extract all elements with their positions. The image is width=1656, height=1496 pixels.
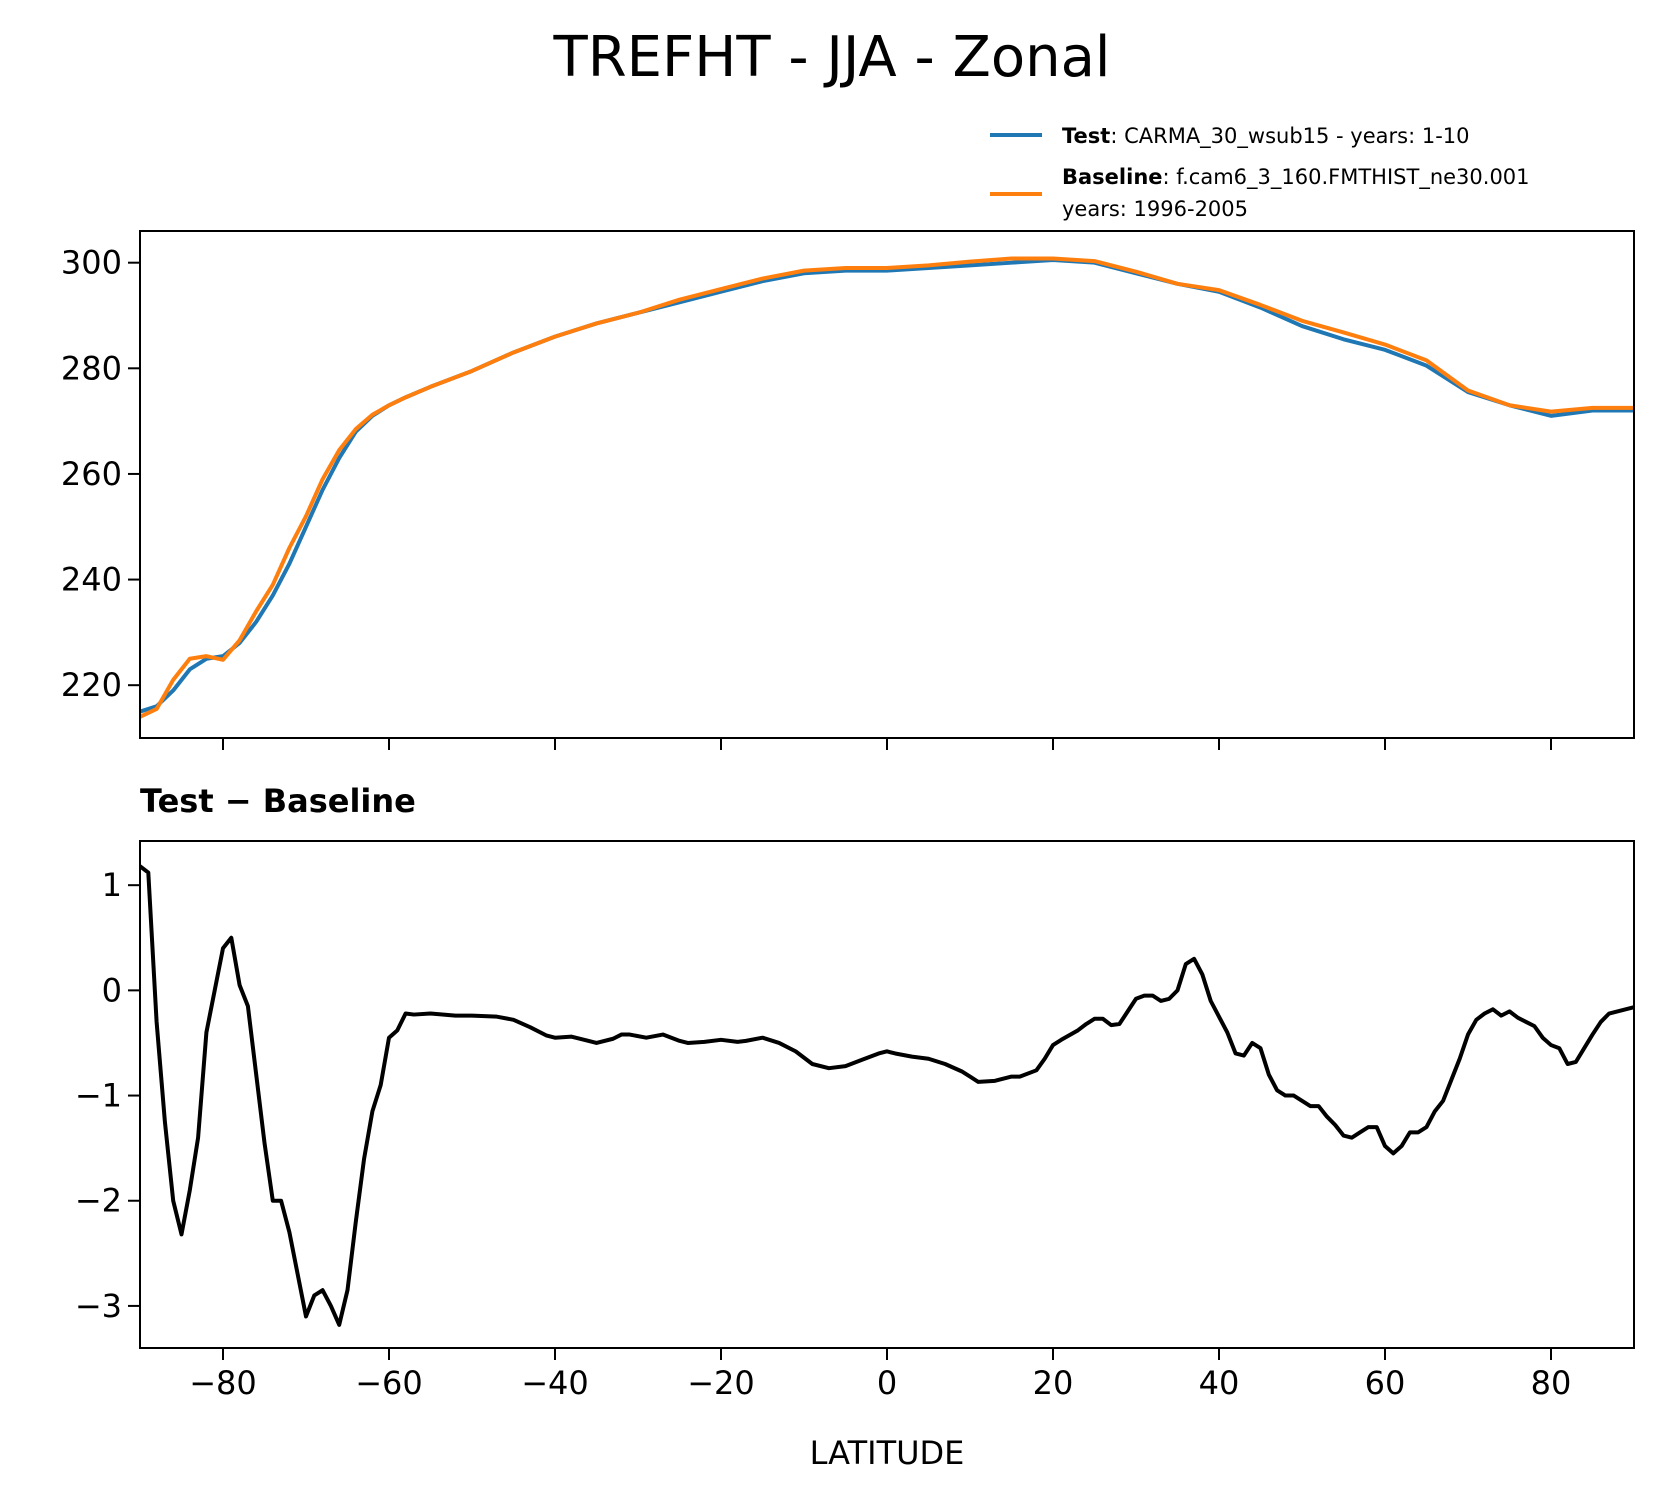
top-frame <box>139 230 1635 739</box>
top-y-tick-label: 300 <box>61 244 122 282</box>
top-axes: 220 240 260 280 300 <box>61 230 1635 750</box>
diff-panel-title: Test − Baseline <box>140 782 416 820</box>
diff-y-tick-label: 0 <box>102 971 122 1009</box>
legend-entry-test: Test: CARMA_30_wsub15 - years: 1-10 <box>1062 124 1470 149</box>
diff-x-tick-label: −20 <box>687 1364 755 1402</box>
legend: Test: CARMA_30_wsub15 - years: 1-10 Base… <box>990 124 1530 221</box>
diff-x-tick-label: −40 <box>521 1364 589 1402</box>
top-y-tick-label: 220 <box>61 666 122 704</box>
diff-x-tick-label: 80 <box>1531 1364 1572 1402</box>
diff-x-tick-label: 20 <box>1033 1364 1074 1402</box>
diff-x-tick-label: 40 <box>1199 1364 1240 1402</box>
top-y-tick-label: 260 <box>61 455 122 493</box>
top-series-test <box>140 258 1634 714</box>
legend-entry-baseline: Baseline: f.cam6_3_160.FMTHIST_ne30.001 <box>1062 165 1530 190</box>
diff-y-tick-label: 1 <box>102 866 122 904</box>
diff-y-tick-label: −1 <box>75 1077 122 1115</box>
top-series-baseline <box>140 256 1634 719</box>
legend-baseline-years: years: 1996-2005 <box>1062 197 1248 221</box>
legend-baseline-label: Baseline <box>1062 165 1163 189</box>
diff-x-tick-label: 60 <box>1365 1364 1406 1402</box>
diff-y-tick-label: −2 <box>75 1182 122 1220</box>
diff-frame <box>139 840 1635 1349</box>
diff-x-tick-label: −60 <box>355 1364 423 1402</box>
bottom-axes: −80 −60 −40 −20 0 20 40 60 80 −3 −2 −1 0 1 <box>75 840 1635 1402</box>
chart-title: TREFHT - JJA - Zonal <box>553 25 1111 90</box>
top-y-tick-label: 240 <box>61 561 122 599</box>
legend-baseline-text: : f.cam6_3_160.FMTHIST_ne30.001 <box>1163 165 1530 190</box>
diff-x-tick-label: −80 <box>189 1364 257 1402</box>
diff-y-tick-label: −3 <box>75 1287 122 1325</box>
top-y-tick-label: 280 <box>61 349 122 387</box>
diff-series-test-baseline <box>140 864 1634 1327</box>
diff-x-tick-label: 0 <box>877 1364 897 1402</box>
x-axis-label: LATITUDE <box>810 1434 965 1472</box>
legend-test-text: : CARMA_30_wsub15 - years: 1-10 <box>1110 124 1469 149</box>
legend-test-label: Test <box>1062 124 1110 148</box>
